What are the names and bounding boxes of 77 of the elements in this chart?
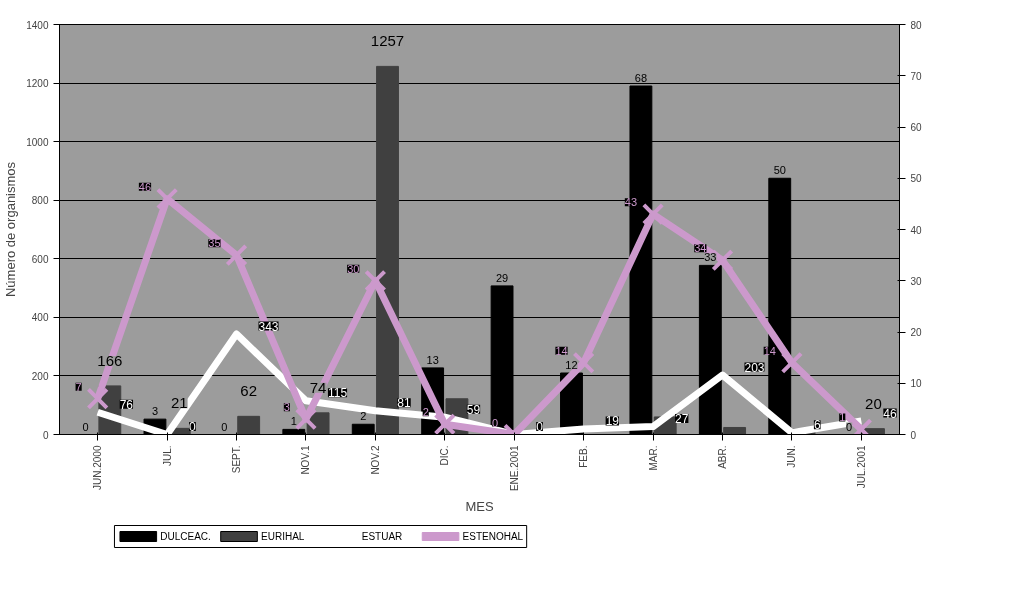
x-tick-label: NOV.2 [369,445,381,475]
data-label: 33 [704,251,717,264]
x-tick-label: JUL.2001 [855,445,867,489]
data-label: 62 [240,382,258,400]
data-label: 12 [565,359,578,371]
data-label: 0 [221,420,228,433]
y-tick-label: 200 [31,370,49,382]
y2-tick-label: 50 [910,173,923,185]
y2-tick-label: 30 [910,275,923,287]
data-label: 46 [883,406,897,421]
data-label: 203 [744,360,765,375]
x-tick-label: DIC. [439,445,451,466]
legend-label: ESTENOHAL [462,531,524,542]
data-label: 21 [170,394,188,412]
data-label: 35 [208,237,221,250]
x-tick-label: JUN.2000 [92,445,104,490]
data-label: 34 [694,242,707,255]
y2-tick-label: 60 [910,122,923,133]
legend-label: EURIHAL [261,531,305,542]
data-label: 1 [839,411,846,424]
data-label: 46 [138,180,152,193]
x-tick-label: ENE.2001 [508,445,520,492]
legend-label: DULCEAC. [160,531,211,542]
y2-tick-label: 20 [910,327,923,338]
data-label: 0 [846,420,853,433]
y-tick-label: 1400 [26,19,49,31]
data-label: 76 [119,397,134,412]
y2-tick-label: 40 [910,224,923,236]
data-label: 29 [495,271,509,284]
data-label: 0 [189,420,197,434]
data-label: 81 [397,396,412,411]
data-label: 2 [422,406,429,419]
data-label: 3 [283,401,290,414]
data-label: 27 [675,412,689,427]
data-label: 343 [258,319,279,334]
y2-tick-label: 70 [910,70,923,82]
data-label: 6 [813,418,821,433]
y2-tick-label: 10 [910,378,923,390]
y-tick-label: 1200 [26,78,49,90]
data-label: 0 [536,420,544,434]
data-label: 74 [309,378,327,396]
data-label: 0 [492,416,499,429]
data-label: 50 [773,164,786,177]
y2-tick-label: 80 [910,19,923,31]
text: ESTUAR [361,531,403,542]
data-label: 13 [426,353,439,366]
y2-tick-label: 0 [910,429,917,441]
y-tick-label: 400 [31,312,49,324]
x-tick-label: JUN. [786,445,798,468]
data-label: 3 [151,405,159,418]
data-label: 43 [624,196,638,209]
data-label: 14 [763,344,776,357]
y-axis-title: Número de organismos [3,161,19,298]
x-tick-label: MAR. [647,445,659,471]
data-label: 1257 [370,32,405,50]
data-label: 1 [290,415,297,428]
data-label: 0 [82,420,89,433]
data-label: 115 [327,386,348,401]
y-tick-label: 1000 [26,136,49,148]
data-label: 14 [555,344,568,357]
x-tick-label: FEB. [578,445,590,468]
x-tick-label: JUL. [161,445,173,467]
data-label: 68 [634,72,648,84]
data-label: 7 [75,380,82,393]
data-label: 30 [347,262,360,275]
x-tick-label: NOV.1 [300,445,312,475]
data-label: 166 [97,351,123,369]
x-tick-label: SEPT. [231,445,243,474]
data-label: 20 [865,394,882,412]
x-axis-title: MES [465,499,494,515]
y-tick-label: 800 [31,195,49,207]
y-tick-label: 0 [42,429,49,441]
x-tick-label: ABR. [716,445,728,469]
data-label: 2 [360,410,367,423]
data-label: 19 [605,414,620,429]
data-label: 59 [466,402,481,417]
y-tick-label: 600 [31,253,49,265]
